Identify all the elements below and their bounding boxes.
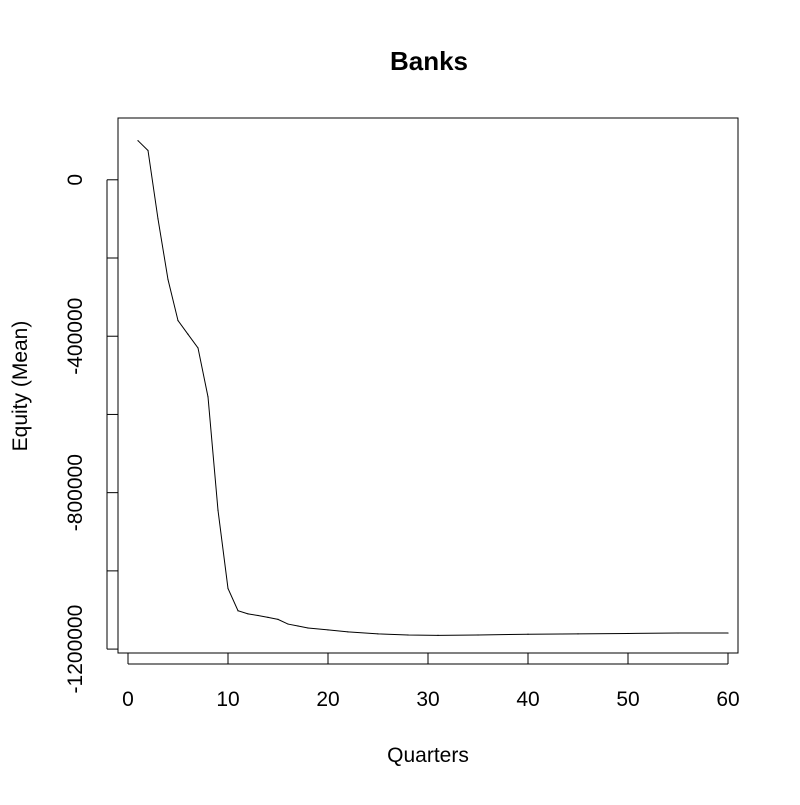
series-layer: [137, 140, 729, 637]
plot-area-frame: [117, 117, 739, 654]
data-point: [237, 610, 239, 612]
data-point: [407, 634, 409, 636]
data-point: [177, 319, 179, 322]
x-axis-label: Quarters: [387, 744, 469, 767]
x-tick-label: 0: [122, 688, 134, 711]
data-point: [217, 509, 219, 511]
data-point: [277, 618, 279, 620]
data-point: [247, 613, 249, 615]
x-tick-label: 50: [616, 688, 639, 711]
x-axis: 0 10 20 30 40 50 60: [122, 653, 740, 711]
y-tick-label: -800000: [64, 454, 87, 531]
data-point: [727, 632, 729, 634]
x-tick-label: 40: [516, 688, 539, 711]
data-point: [307, 627, 309, 629]
y-tick-label: -400000: [64, 298, 87, 375]
x-tick-label: 60: [716, 688, 739, 711]
y-axis: -1200000 -800000 -400000 0: [64, 174, 118, 694]
data-point: [327, 629, 329, 631]
data-point: [187, 333, 189, 335]
y-tick-label: 0: [64, 174, 87, 186]
data-point: [147, 149, 149, 152]
data-point: [347, 631, 349, 633]
data-point: [627, 632, 629, 635]
y-tick-label: -1200000: [64, 605, 87, 694]
series-line: [137, 140, 728, 636]
y-axis-label: Equity (Mean): [9, 321, 32, 452]
data-point: [157, 218, 159, 220]
data-point: [167, 278, 169, 281]
data-point: [437, 634, 439, 637]
x-tick-label: 20: [316, 688, 339, 711]
data-point: [477, 634, 479, 636]
data-point: [377, 633, 379, 635]
data-point: [677, 632, 679, 634]
data-point: [227, 587, 229, 590]
data-point: [257, 614, 259, 617]
x-tick-label: 30: [416, 688, 439, 711]
data-point: [267, 616, 269, 619]
chart-title: Banks: [390, 46, 468, 76]
data-point: [287, 623, 289, 625]
x-tick-label: 10: [216, 688, 239, 711]
data-point: [577, 633, 579, 635]
data-point: [297, 625, 299, 627]
data-point: [207, 396, 209, 398]
data-point: [137, 140, 139, 142]
data-point: [527, 633, 529, 635]
data-point: [197, 347, 199, 349]
